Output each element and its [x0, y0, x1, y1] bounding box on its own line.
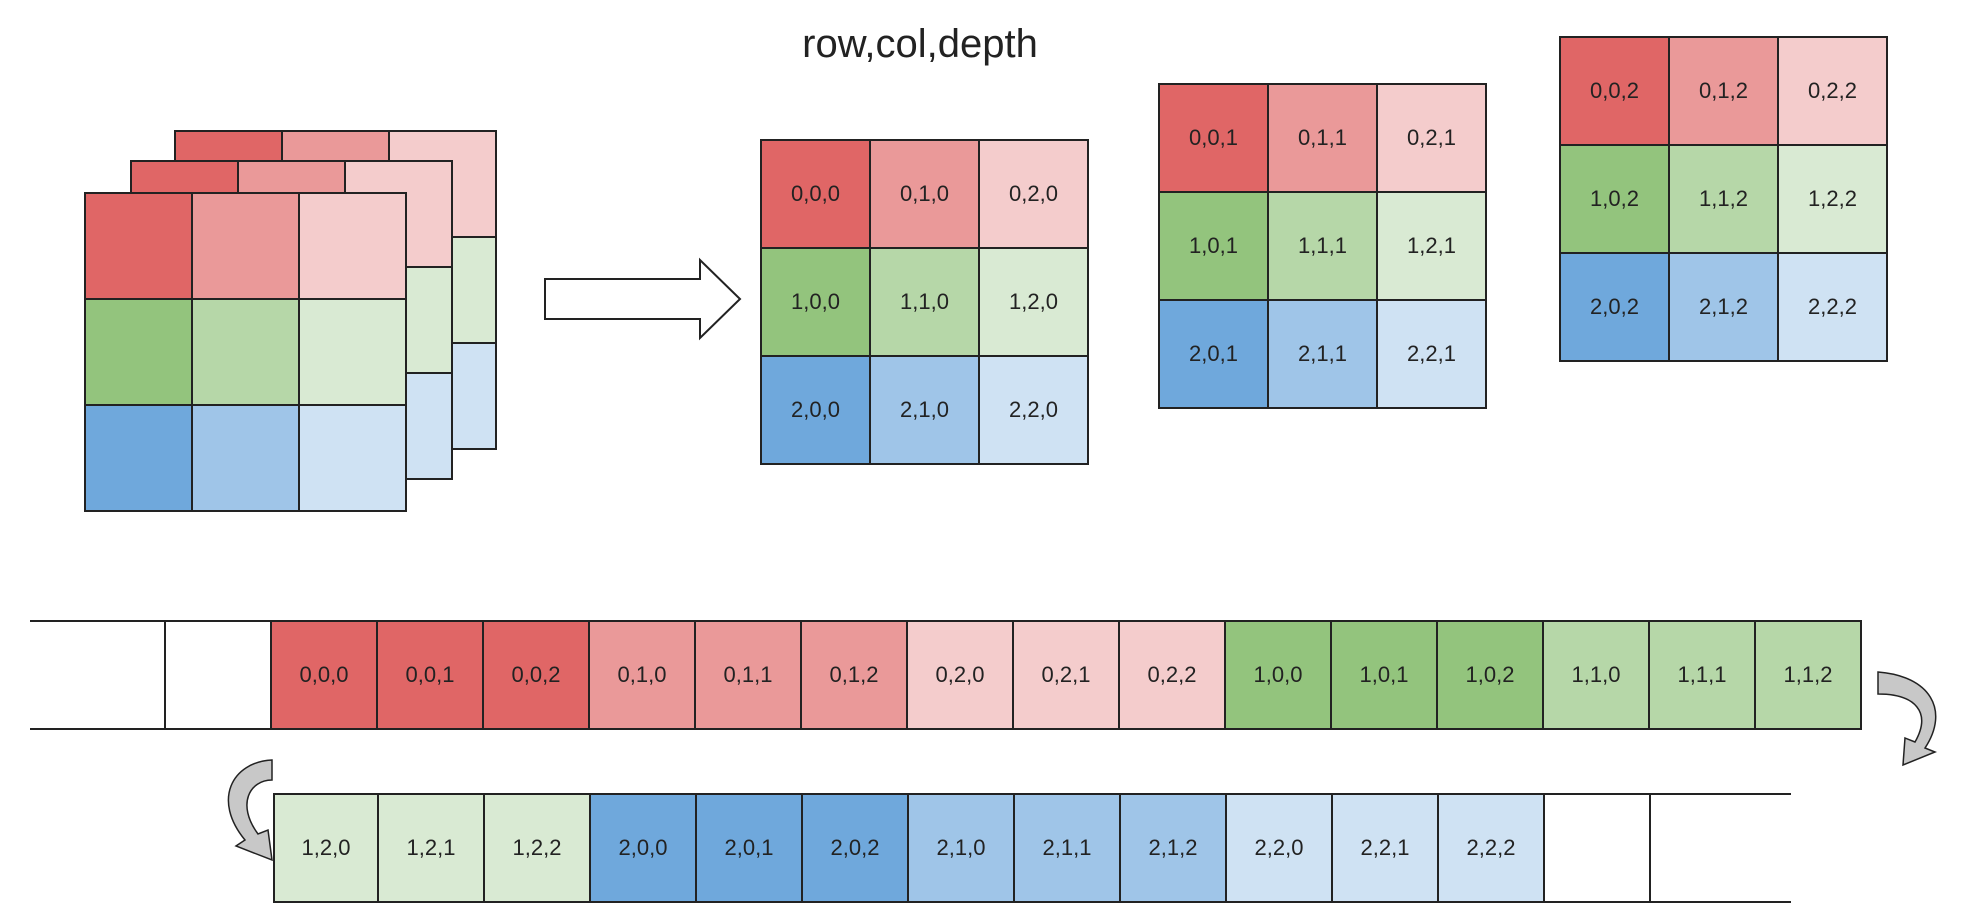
memory-row-1: 0,0,0 0,0,1 0,0,2 0,1,0 0,1,1 0,1,2 0,2,0 0,2,1… — [30, 620, 1862, 730]
grid-cell: 1,1,0 — [871, 249, 978, 355]
stack-cell — [300, 406, 405, 510]
grid-cell: 0,0,0 — [762, 141, 869, 247]
empty-cell — [30, 622, 166, 728]
stack-layer-0 — [84, 192, 407, 512]
grid-cell: 0,2,2 — [1779, 38, 1886, 144]
memory-cell: 1,2,2 — [485, 795, 591, 901]
grid-cell: 1,0,2 — [1561, 146, 1668, 252]
memory-cell: 1,1,0 — [1544, 622, 1650, 728]
stack-cell — [86, 300, 191, 404]
memory-cell: 1,2,0 — [273, 795, 379, 901]
grid-cell: 0,1,1 — [1269, 85, 1376, 191]
grid-cell: 1,2,0 — [980, 249, 1087, 355]
memory-cell: 1,1,2 — [1756, 622, 1862, 728]
grid-cell: 2,2,1 — [1378, 301, 1485, 407]
grid-cell: 1,1,2 — [1670, 146, 1777, 252]
memory-cell: 0,0,1 — [378, 622, 484, 728]
grid-cell: 0,1,2 — [1670, 38, 1777, 144]
memory-cell: 1,0,1 — [1332, 622, 1438, 728]
memory-cell: 1,1,1 — [1650, 622, 1756, 728]
depth-slice-2: 0,0,2 0,1,2 0,2,2 1,0,2 1,1,2 1,2,2 2,0,2 2,1,2… — [1559, 36, 1888, 362]
memory-cell: 1,2,1 — [379, 795, 485, 901]
wrap-arrow-left-icon — [227, 759, 273, 862]
memory-cell: 2,0,1 — [697, 795, 803, 901]
empty-cell — [166, 622, 272, 728]
grid-cell: 1,0,0 — [762, 249, 869, 355]
stack-cell — [86, 194, 191, 298]
memory-cell: 2,1,0 — [909, 795, 1015, 901]
grid-cell: 0,0,1 — [1160, 85, 1267, 191]
diagram-title: row,col,depth — [802, 22, 1038, 66]
grid-cell: 2,2,0 — [980, 357, 1087, 463]
right-arrow-icon — [544, 257, 742, 341]
grid-cell: 0,1,0 — [871, 141, 978, 247]
memory-cell: 0,2,0 — [908, 622, 1014, 728]
wrap-arrow-right-icon — [1877, 671, 1938, 767]
stack-cell — [193, 194, 298, 298]
stack-cell — [193, 406, 298, 510]
grid-cell: 0,2,1 — [1378, 85, 1485, 191]
memory-cell: 2,0,2 — [803, 795, 909, 901]
depth-slice-0: 0,0,0 0,1,0 0,2,0 1,0,0 1,1,0 1,2,0 2,0,0 2,1,0… — [760, 139, 1089, 465]
memory-cell: 0,0,2 — [484, 622, 590, 728]
grid-cell: 0,0,2 — [1561, 38, 1668, 144]
memory-cell: 2,2,0 — [1227, 795, 1333, 901]
grid-cell: 2,0,0 — [762, 357, 869, 463]
memory-cell: 2,2,2 — [1439, 795, 1545, 901]
stack-cell — [193, 300, 298, 404]
memory-cell: 2,1,2 — [1121, 795, 1227, 901]
depth-slice-1: 0,0,1 0,1,1 0,2,1 1,0,1 1,1,1 1,2,1 2,0,1 2,1,1… — [1158, 83, 1487, 409]
grid-cell: 1,0,1 — [1160, 193, 1267, 299]
memory-cell: 2,2,1 — [1333, 795, 1439, 901]
empty-cell — [1545, 795, 1651, 901]
memory-cell: 2,0,0 — [591, 795, 697, 901]
stack-cell — [86, 406, 191, 510]
grid-cell: 1,2,1 — [1378, 193, 1485, 299]
memory-cell: 0,2,2 — [1120, 622, 1226, 728]
stack-cell — [300, 194, 405, 298]
grid-cell: 1,2,2 — [1779, 146, 1886, 252]
grid-cell: 2,0,1 — [1160, 301, 1267, 407]
grid-cell: 2,2,2 — [1779, 254, 1886, 360]
memory-cell: 0,1,0 — [590, 622, 696, 728]
memory-cell: 0,1,2 — [802, 622, 908, 728]
memory-cell: 2,1,1 — [1015, 795, 1121, 901]
memory-cell: 0,0,0 — [272, 622, 378, 728]
grid-cell: 2,1,0 — [871, 357, 978, 463]
memory-cell: 0,1,1 — [696, 622, 802, 728]
grid-cell: 2,1,2 — [1670, 254, 1777, 360]
grid-cell: 0,2,0 — [980, 141, 1087, 247]
memory-cell: 0,2,1 — [1014, 622, 1120, 728]
grid-cell: 2,1,1 — [1269, 301, 1376, 407]
grid-cell: 2,0,2 — [1561, 254, 1668, 360]
memory-cell: 1,0,0 — [1226, 622, 1332, 728]
empty-cell — [1651, 795, 1791, 901]
grid-cell: 1,1,1 — [1269, 193, 1376, 299]
memory-row-2: 1,2,0 1,2,1 1,2,2 2,0,0 2,0,1 2,0,2 2,1,0 2,1,1… — [273, 793, 1791, 903]
memory-cell: 1,0,2 — [1438, 622, 1544, 728]
stack-cell — [300, 300, 405, 404]
